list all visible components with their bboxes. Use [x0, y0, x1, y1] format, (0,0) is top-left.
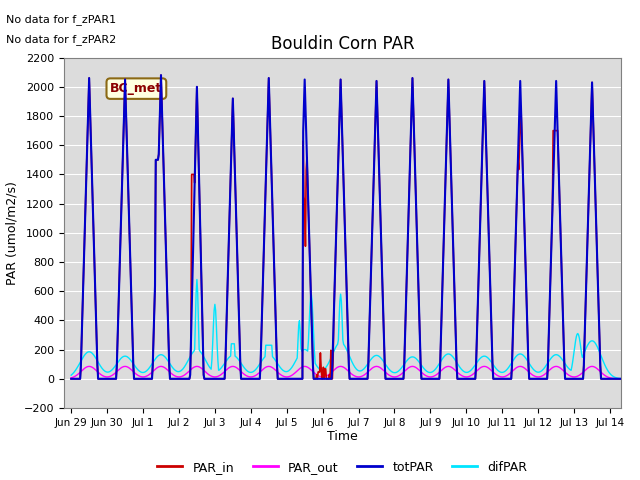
PAR_in: [157, 72, 165, 78]
totPAR: [372, 78, 380, 84]
totPAR: [625, 376, 632, 382]
difPAR: [625, 376, 632, 382]
difPAR: [452, 358, 460, 364]
difPAR: [189, 350, 196, 356]
totPAR: [423, 376, 431, 382]
difPAR: [423, 368, 431, 374]
PAR_in: [189, 171, 197, 177]
Text: BC_met: BC_met: [110, 82, 163, 95]
X-axis label: Time: Time: [327, 431, 358, 444]
difPAR: [501, 368, 509, 374]
PAR_out: [501, 373, 509, 379]
Legend: PAR_in, PAR_out, totPAR, difPAR: PAR_in, PAR_out, totPAR, difPAR: [152, 456, 532, 479]
PAR_in: [67, 376, 75, 382]
PAR_in: [393, 376, 401, 382]
PAR_out: [189, 365, 197, 371]
totPAR: [393, 376, 401, 382]
PAR_out: [393, 374, 401, 380]
Line: PAR_in: PAR_in: [71, 75, 628, 379]
PAR_in: [372, 78, 380, 84]
totPAR: [67, 376, 75, 382]
difPAR: [372, 352, 380, 358]
Line: difPAR: difPAR: [71, 279, 628, 379]
difPAR: [393, 369, 401, 375]
PAR_out: [452, 368, 460, 374]
PAR_out: [625, 376, 632, 382]
Y-axis label: PAR (umol/m2/s): PAR (umol/m2/s): [5, 181, 18, 285]
Text: No data for f_zPAR2: No data for f_zPAR2: [6, 34, 116, 45]
totPAR: [189, 244, 197, 250]
PAR_out: [121, 363, 129, 369]
PAR_out: [67, 375, 75, 381]
Line: totPAR: totPAR: [71, 75, 628, 379]
PAR_in: [423, 376, 431, 382]
totPAR: [157, 72, 165, 78]
difPAR: [67, 372, 75, 378]
Title: Bouldin Corn PAR: Bouldin Corn PAR: [271, 35, 414, 53]
PAR_in: [501, 376, 509, 382]
Line: PAR_out: PAR_out: [71, 366, 628, 379]
Text: No data for f_zPAR1: No data for f_zPAR1: [6, 14, 116, 25]
difPAR: [193, 276, 201, 282]
totPAR: [501, 376, 509, 382]
PAR_out: [372, 363, 380, 369]
PAR_out: [423, 373, 431, 379]
PAR_in: [625, 376, 632, 382]
totPAR: [452, 336, 460, 342]
PAR_in: [452, 336, 460, 342]
